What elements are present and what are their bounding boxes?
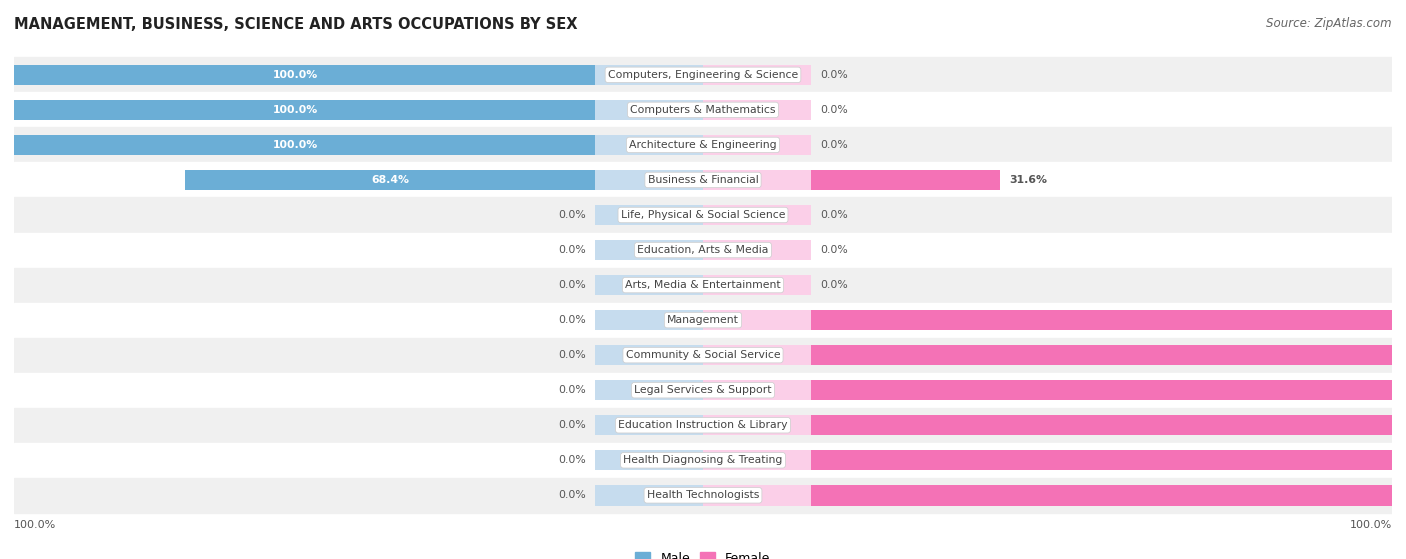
Bar [595, 345, 703, 366]
Text: 100.0%: 100.0% [1350, 520, 1392, 530]
Text: Legal Services & Support: Legal Services & Support [634, 385, 772, 395]
Bar [595, 100, 703, 120]
Bar [703, 415, 811, 435]
Bar [595, 170, 703, 190]
Bar [14, 302, 1392, 338]
Text: 0.0%: 0.0% [558, 490, 586, 500]
Text: 0.0%: 0.0% [820, 245, 848, 255]
Text: Computers, Engineering & Science: Computers, Engineering & Science [607, 70, 799, 80]
Text: Management: Management [666, 315, 740, 325]
Bar [703, 205, 811, 225]
Bar [14, 233, 1392, 268]
Bar [703, 275, 811, 295]
Text: Health Diagnosing & Treating: Health Diagnosing & Treating [623, 455, 783, 465]
Bar [703, 485, 811, 505]
Text: 0.0%: 0.0% [558, 280, 586, 290]
Text: Business & Financial: Business & Financial [648, 175, 758, 185]
Bar [811, 450, 1406, 471]
Bar [14, 338, 1392, 373]
Bar [811, 485, 1406, 505]
Bar [14, 92, 1392, 127]
Bar [595, 380, 703, 400]
Text: 0.0%: 0.0% [558, 210, 586, 220]
Bar [595, 275, 703, 295]
Bar [811, 170, 1000, 190]
Text: 100.0%: 100.0% [273, 70, 318, 80]
Bar [14, 127, 1392, 163]
Text: 0.0%: 0.0% [558, 420, 586, 430]
Text: Source: ZipAtlas.com: Source: ZipAtlas.com [1267, 17, 1392, 30]
Bar [0, 65, 595, 85]
Bar [703, 135, 811, 155]
Bar [14, 268, 1392, 302]
Bar [14, 373, 1392, 408]
Bar [14, 478, 1392, 513]
Text: 0.0%: 0.0% [558, 385, 586, 395]
Text: Computers & Mathematics: Computers & Mathematics [630, 105, 776, 115]
Bar [811, 415, 1406, 435]
Text: 0.0%: 0.0% [820, 105, 848, 115]
Bar [595, 415, 703, 435]
Bar [595, 485, 703, 505]
Bar [595, 240, 703, 260]
Bar [811, 345, 1406, 366]
Bar [703, 380, 811, 400]
Text: Life, Physical & Social Science: Life, Physical & Social Science [621, 210, 785, 220]
Bar [811, 310, 1406, 330]
Bar [14, 163, 1392, 197]
Text: 0.0%: 0.0% [558, 315, 586, 325]
Text: 0.0%: 0.0% [820, 140, 848, 150]
Bar [14, 408, 1392, 443]
Bar [703, 345, 811, 366]
Text: Community & Social Service: Community & Social Service [626, 350, 780, 360]
Bar [703, 310, 811, 330]
Bar [595, 135, 703, 155]
Text: 100.0%: 100.0% [273, 140, 318, 150]
Bar [0, 135, 595, 155]
Bar [703, 170, 811, 190]
Bar [14, 443, 1392, 478]
Bar [703, 240, 811, 260]
Bar [703, 100, 811, 120]
Legend: Male, Female: Male, Female [630, 547, 776, 559]
Bar [595, 310, 703, 330]
Text: 100.0%: 100.0% [14, 520, 56, 530]
Text: 0.0%: 0.0% [820, 70, 848, 80]
Bar [14, 197, 1392, 233]
Text: Education, Arts & Media: Education, Arts & Media [637, 245, 769, 255]
Bar [595, 450, 703, 471]
Text: 31.6%: 31.6% [1010, 175, 1047, 185]
Text: 0.0%: 0.0% [820, 210, 848, 220]
Text: 68.4%: 68.4% [371, 175, 409, 185]
Bar [703, 65, 811, 85]
Text: 100.0%: 100.0% [273, 105, 318, 115]
Text: Education Instruction & Library: Education Instruction & Library [619, 420, 787, 430]
Text: 0.0%: 0.0% [558, 455, 586, 465]
Text: 0.0%: 0.0% [820, 280, 848, 290]
Text: MANAGEMENT, BUSINESS, SCIENCE AND ARTS OCCUPATIONS BY SEX: MANAGEMENT, BUSINESS, SCIENCE AND ARTS O… [14, 17, 578, 32]
Bar [811, 380, 1406, 400]
Bar [595, 205, 703, 225]
Bar [703, 450, 811, 471]
Bar [595, 65, 703, 85]
Text: Arts, Media & Entertainment: Arts, Media & Entertainment [626, 280, 780, 290]
Bar [14, 58, 1392, 92]
Text: 0.0%: 0.0% [558, 350, 586, 360]
Text: 0.0%: 0.0% [558, 245, 586, 255]
Text: Architecture & Engineering: Architecture & Engineering [630, 140, 776, 150]
Text: Health Technologists: Health Technologists [647, 490, 759, 500]
Bar [186, 170, 595, 190]
Bar [0, 100, 595, 120]
